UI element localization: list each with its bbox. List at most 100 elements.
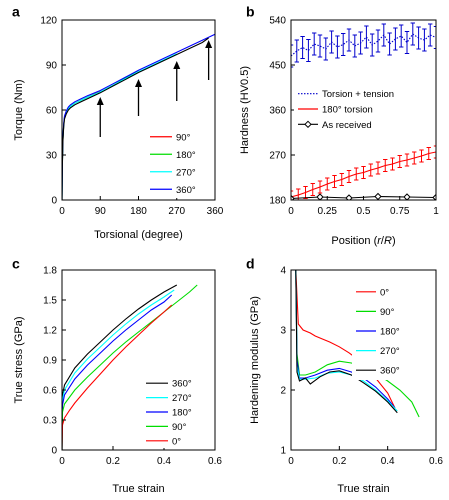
legend-label-d-0: 0°	[380, 287, 389, 298]
x-tick-label-a-4: 360	[207, 206, 224, 217]
y-tick-label-c-5: 1.5	[43, 296, 57, 307]
legend-label-d-3: 270°	[380, 346, 400, 357]
series-group-b	[291, 22, 436, 200]
y-tick-label-b-2: 360	[269, 106, 286, 117]
marker-b-2-2	[345, 194, 353, 200]
x-tick-label-c-3: 0.6	[208, 456, 222, 467]
legend-label-c-0: 360°	[172, 379, 192, 390]
x-tick-label-a-2: 180	[130, 206, 147, 217]
x-tick-label-c-1: 0.2	[106, 456, 120, 467]
marker-b-2-3	[374, 192, 382, 200]
x-tick-label-c-0: 0	[59, 456, 65, 467]
marker-b-2-0	[291, 194, 295, 200]
y-tick-label-a-3: 90	[46, 61, 58, 72]
legend-label-d-2: 180°	[380, 327, 400, 338]
series-line-a-4	[62, 37, 209, 200]
y-tick-label-b-1: 270	[269, 151, 286, 162]
panel-a: a 0 90 180 270 360 0 30 60 90 120 Torsional (degree…	[12, 3, 224, 241]
x-tick-label-b-3: 0.75	[390, 206, 410, 217]
series-line-d-1	[295, 270, 420, 418]
arrow-head-2	[173, 61, 181, 69]
legend-label-b-0: Torsion + tension	[322, 89, 394, 100]
y-tick-label-c-6: 1.8	[43, 266, 57, 277]
legend-marker-b-2	[304, 120, 312, 129]
marker-b-2-4	[403, 193, 411, 200]
y-tick-label-c-0: 0	[51, 446, 57, 457]
x-tick-label-b-0: 0	[288, 206, 294, 217]
y-tick-label-b-3: 450	[269, 61, 286, 72]
legend-label-c-3: 90°	[172, 422, 187, 433]
y-tick-label-c-1: 0.3	[43, 416, 57, 427]
y-axis-label-b: Hardness (HV0.5)	[239, 66, 251, 154]
legend-label-a-0: 90°	[176, 132, 191, 143]
y-tick-label-c-2: 0.6	[43, 386, 57, 397]
x-tick-label-d-2: 0.4	[381, 456, 395, 467]
y-tick-label-d-2: 3	[280, 326, 286, 337]
series-group-a	[62, 33, 215, 200]
y-axis-label-d: Hardening modulus (GPa)	[249, 296, 261, 424]
legend-label-a-3: 360°	[176, 185, 196, 196]
series-line-b-0	[291, 33, 436, 57]
legend-label-c-1: 270°	[172, 393, 192, 404]
legend-label-b-1: 180° torsion	[322, 105, 373, 116]
x-tick-label-b-1: 0.25	[318, 206, 338, 217]
x-tick-label-d-0: 0	[288, 456, 294, 467]
x-tick-label-d-3: 0.6	[429, 456, 443, 467]
arrow-head-1	[135, 79, 142, 87]
marker-b-2-5	[432, 193, 436, 200]
x-axis-label-part-2: /	[381, 235, 385, 247]
legend-label-a-2: 270°	[176, 167, 196, 178]
y-tick-label-a-4: 120	[40, 16, 57, 27]
y-tick-label-d-3: 4	[280, 266, 286, 277]
series-line-c-0	[62, 284, 178, 450]
x-axis-label-b: Position (r/R)	[331, 235, 395, 247]
x-tick-label-a-1: 90	[95, 206, 107, 217]
x-axis-label-part-3: R	[384, 235, 392, 247]
series-line-c-3	[62, 284, 198, 450]
legend-label-c-4: 0°	[172, 436, 181, 447]
y-tick-label-d-0: 1	[280, 446, 286, 457]
y-axis-label-a: Torque (Nm)	[13, 79, 25, 140]
arrow-head-0	[96, 97, 104, 105]
y-tick-label-c-3: 0.9	[43, 356, 57, 367]
legend-box-a	[146, 128, 213, 198]
y-tick-label-a-1: 30	[46, 151, 58, 162]
x-axis-label-d: True strain	[337, 483, 389, 495]
x-axis-label-a: Torsional (degree)	[94, 229, 183, 241]
panel-c: c 0 0.2 0.4 0.6 0 0.3 0.6 0.9 1.2 1.5 1.8 True strai…	[12, 255, 222, 495]
y-tick-label-d-1: 2	[280, 386, 286, 397]
legend-label-c-2: 180°	[172, 408, 192, 419]
panel-label-b: b	[246, 3, 255, 19]
x-tick-label-a-3: 270	[168, 206, 185, 217]
legend-label-a-1: 180°	[176, 150, 196, 161]
series-line-d-4	[295, 270, 398, 414]
panel-label-c: c	[12, 255, 20, 271]
plot-frame-d	[290, 269, 437, 451]
panel-label-a: a	[12, 3, 20, 19]
series-line-c-2	[62, 294, 173, 450]
legend-label-d-1: 90°	[380, 307, 395, 318]
arrow-head-3	[205, 40, 213, 48]
x-axis-label-c: True strain	[112, 483, 164, 495]
marker-b-2-1	[316, 193, 324, 200]
y-tick-label-a-2: 60	[46, 106, 58, 117]
x-axis-label-part-1: r	[377, 235, 382, 247]
panel-d: d 0 0.2 0.4 0.6 1 2 3 4 True strain Hardening modu…	[246, 255, 443, 495]
panel-label-d: d	[246, 255, 255, 271]
legend-label-b-2: As received	[322, 120, 372, 131]
x-axis-label-part-0: Position (	[331, 235, 377, 247]
series-line-c-4	[62, 304, 173, 450]
x-tick-label-b-4: 1	[433, 206, 439, 217]
x-tick-label-b-2: 0.5	[357, 206, 371, 217]
legend-label-d-4: 360°	[380, 366, 400, 377]
y-tick-label-a-0: 0	[51, 196, 57, 207]
x-tick-label-a-0: 0	[59, 206, 65, 217]
panel-b: b 0 0.25 0.5 0.75 1 180 270 360 450 540 Position (r…	[239, 3, 439, 247]
x-tick-label-d-1: 0.2	[332, 456, 346, 467]
x-axis-label-part-4: )	[392, 235, 396, 247]
series-line-d-3	[295, 270, 398, 412]
y-tick-label-c-4: 1.2	[43, 326, 57, 337]
series-line-c-1	[62, 289, 175, 450]
y-axis-label-c: True stress (GPa)	[13, 317, 25, 404]
